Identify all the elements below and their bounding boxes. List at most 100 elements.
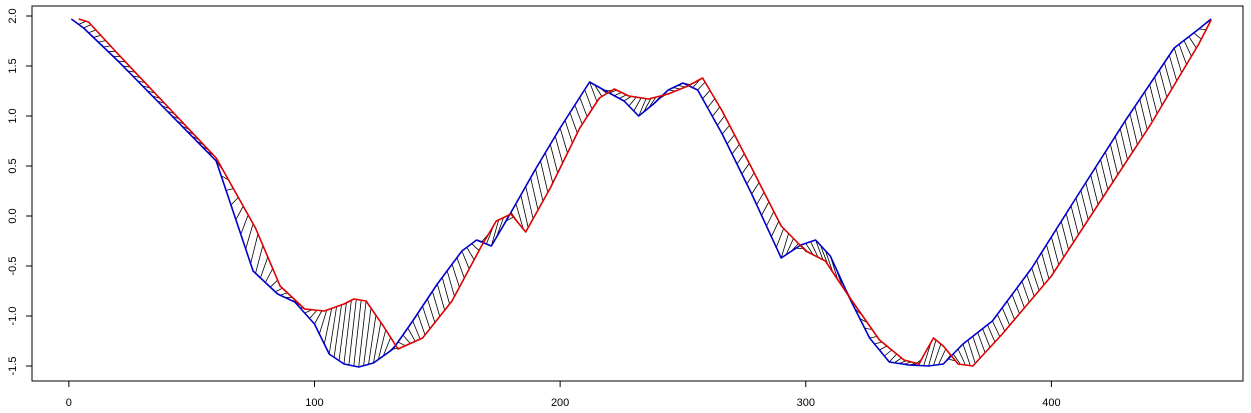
alignment-segment	[1168, 55, 1178, 82]
alignment-segment	[879, 345, 888, 351]
alignment-segment	[1090, 174, 1099, 205]
alignment-segment	[1011, 294, 1020, 314]
y-tick-label: 1.5	[7, 58, 19, 73]
alignment-segment	[525, 186, 534, 219]
alignment-segment	[589, 81, 598, 102]
alignment-segment	[1164, 62, 1173, 90]
alignment-segment	[869, 336, 878, 339]
alignment-segment	[609, 89, 617, 94]
alignment-segment	[397, 341, 406, 347]
alignment-segment	[230, 197, 239, 206]
alignment-segment	[544, 152, 554, 184]
alignment-segment	[432, 291, 441, 317]
alignment-segment	[1085, 182, 1094, 213]
alignment-segment	[540, 160, 549, 193]
alignment-segment	[1198, 28, 1207, 30]
alignment-segment	[83, 24, 92, 29]
alignment-segment	[549, 144, 559, 174]
alignment-segment	[275, 287, 283, 293]
alignment-segment	[594, 84, 603, 97]
alignment-segment	[535, 168, 544, 202]
x-tick-label: 400	[1042, 397, 1060, 409]
alignment-segment	[103, 45, 111, 48]
alignment-segment	[726, 134, 735, 145]
alignment-segment	[962, 343, 971, 366]
alignment-segment	[328, 306, 337, 355]
alignment-segment	[712, 106, 721, 117]
alignment-segment	[933, 343, 942, 366]
alignment-segment	[1154, 77, 1163, 106]
alignment-segment	[323, 308, 333, 345]
alignment-segment	[245, 223, 254, 250]
alignment-segment	[1139, 99, 1148, 130]
y-tick-label: -1.0	[7, 307, 19, 326]
alignment-segment	[441, 277, 450, 305]
alignment-segment	[1006, 300, 1015, 320]
alignment-segment	[319, 310, 328, 335]
alignment-segment	[1178, 44, 1187, 65]
alignment-segment	[1060, 221, 1069, 250]
alignment-segment	[1080, 190, 1089, 220]
alignment-segment	[279, 292, 288, 296]
alignment-segment	[417, 313, 426, 336]
alignment-segment	[614, 92, 622, 97]
alignment-segment	[864, 327, 873, 330]
alignment-segment	[382, 337, 392, 357]
alignment-segment	[78, 20, 87, 25]
alignment-segment	[741, 163, 750, 175]
y-tick-label: 0.5	[7, 158, 19, 173]
alignment-segment	[952, 353, 961, 365]
x-axis: 0 100 200 300 400	[66, 381, 1061, 409]
alignment-segment	[618, 94, 627, 99]
alignment-segment	[461, 250, 470, 270]
alignment-segment	[938, 348, 947, 365]
alignment-segment	[825, 250, 834, 273]
alignment-segment	[1031, 267, 1040, 291]
alignment-segment	[240, 214, 249, 235]
series-lines	[70, 18, 1212, 368]
y-tick-label: -0.5	[7, 257, 19, 276]
alignment-segment	[1026, 274, 1035, 297]
alignment-segment	[884, 349, 892, 357]
alignment-segment	[977, 332, 986, 353]
alignment-segment	[353, 300, 362, 367]
alignment-segment	[1144, 91, 1153, 122]
x-tick-label: 100	[305, 397, 323, 409]
series-1-line	[70, 18, 1212, 368]
alignment-segment	[1055, 229, 1065, 258]
alignment-segment	[1149, 84, 1158, 114]
alignment-segment	[368, 315, 377, 365]
alignment-segment	[338, 302, 347, 361]
alignment-segment	[309, 309, 318, 319]
alignment-segment	[996, 314, 1006, 332]
alignment-segment	[633, 97, 642, 112]
alignment-segment	[98, 40, 106, 43]
alignment-segment	[1124, 120, 1133, 153]
alignment-segment	[761, 201, 770, 216]
alignment-segment	[756, 191, 765, 205]
alignment-segment	[407, 327, 416, 342]
alignment-segment	[643, 98, 652, 113]
alignment-segment	[874, 341, 883, 345]
alignment-segment	[1065, 213, 1074, 243]
alignment-segment	[422, 306, 431, 329]
alignment-segment	[579, 97, 588, 117]
alignment-segment	[348, 299, 357, 366]
alignment-segment	[471, 243, 480, 251]
alignment-segment	[957, 348, 966, 366]
alignment-segment	[333, 304, 342, 358]
alignment-segment	[1036, 260, 1045, 285]
alignment-segment	[766, 211, 775, 227]
alignment-segment	[554, 136, 563, 164]
alignment-segment	[490, 219, 500, 247]
alignment-segment	[1188, 36, 1197, 49]
alignment-segment	[235, 205, 244, 220]
alignment-segment	[780, 233, 789, 259]
alignment-segment	[1041, 252, 1050, 280]
alignment-segment	[402, 334, 411, 344]
alignment-segment	[314, 310, 323, 325]
alignment-segment	[1021, 281, 1030, 303]
alignment-segment	[436, 283, 446, 311]
alignment-segment	[928, 339, 937, 367]
